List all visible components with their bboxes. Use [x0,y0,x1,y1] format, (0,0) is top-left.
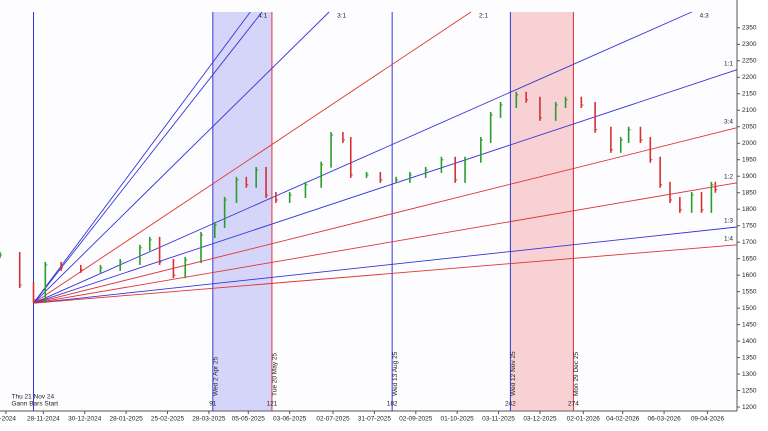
y-tick-label: 2150 [742,90,757,97]
y-tick-label: 2350 [742,25,757,32]
y-tick-label: 1900 [742,173,757,180]
fan-label: 3:4 [724,118,733,125]
y-tick-label: 1750 [742,222,757,229]
fan-label: 1:3 [724,218,733,225]
y-tick-label: 2100 [742,107,757,114]
fan-label: 3:1 [337,13,346,20]
fan-line [33,11,472,304]
fan-line [33,244,738,304]
marker-label: Wed 2 Apr 25 [213,356,220,396]
y-tick-label: 1600 [742,272,757,279]
fan-line [33,11,263,304]
y-tick-label: 1800 [742,206,757,213]
x-tick-label: 0-2024 [0,416,16,423]
x-tick-label: 28-11-2024 [27,416,60,423]
fan-label: 4:3 [700,13,709,20]
time-zone [510,12,574,411]
x-tick-label: 03-06-2025 [273,416,307,423]
y-tick-label: 2250 [742,58,757,65]
fan-line [33,11,330,304]
x-tick-label: 06-03-2026 [647,416,681,423]
marker-label: Mon 29 Dec 25 [573,352,580,396]
fan-line [33,11,692,304]
fan-line [33,226,738,304]
y-tick-label: 2300 [742,41,757,48]
plot-area [0,0,737,411]
fan-label: 4:1 [258,13,267,20]
y-tick-label: 1950 [742,156,757,163]
time-zone [212,12,272,411]
y-tick-label: 2050 [742,123,757,130]
x-tick-label: 09-04-2026 [691,416,725,423]
x-tick-label: 25-02-2025 [151,416,185,423]
x-tick-label: 30-12-2024 [68,416,102,423]
y-tick-label: 1450 [742,321,757,328]
y-tick-label: 2200 [742,74,757,81]
y-tick-label: 1300 [742,371,757,378]
marker-caption: Gann Bars Start [12,401,59,408]
y-tick-label: 1650 [742,255,757,262]
y-tick-label: 1850 [742,189,757,196]
y-tick-label: 1350 [742,354,757,361]
marker-bar-number: 182 [387,401,398,408]
y-tick-label: 1700 [742,239,757,246]
x-tick-label: 03-12-2025 [523,416,557,423]
marker-label: Tue 20 May 25 [272,352,279,396]
x-tick-label: 02-07-2025 [316,416,350,423]
fan-line [33,11,251,304]
x-tick-label: 02-01-2026 [567,416,601,423]
fan-label: 2:1 [479,13,488,20]
y-tick-label: 1400 [742,338,757,345]
x-tick-label: 31-07-2025 [358,416,392,423]
x-tick-label: 28-03-2025 [192,416,226,423]
y-tick-label: 2000 [742,140,757,147]
x-tick-label: 01-10-2025 [441,416,475,423]
marker-caption: Thu 21 Nov 24 [12,394,55,401]
y-tick-label: 1550 [742,288,757,295]
y-tick-label: 1200 [742,404,757,411]
fan-line [33,127,738,304]
fan-label: 1:1 [724,60,733,67]
fan-line [33,69,738,304]
x-tick-label: 03-11-2025 [482,416,515,423]
x-tick-label: 04-02-2026 [606,416,640,423]
fan-label: 1:2 [724,174,733,181]
y-tick-label: 1250 [742,387,757,394]
x-tick-label: 05-05-2025 [232,416,266,423]
marker-bar-number: 274 [568,401,579,408]
marker-label: Wed 13 Aug 25 [392,351,399,396]
fan-label: 1:4 [724,236,733,243]
y-tick-label: 1500 [742,305,757,312]
marker-bar-number: 121 [267,401,278,408]
fan-line [33,182,738,304]
x-tick-label: 02-09-2025 [399,416,433,423]
marker-label: Wed 12 Nov 25 [510,351,517,396]
marker-bar-number: 242 [505,401,516,408]
marker-bar-number: 91 [209,401,217,408]
x-tick-label: 28-01-2025 [109,416,143,423]
